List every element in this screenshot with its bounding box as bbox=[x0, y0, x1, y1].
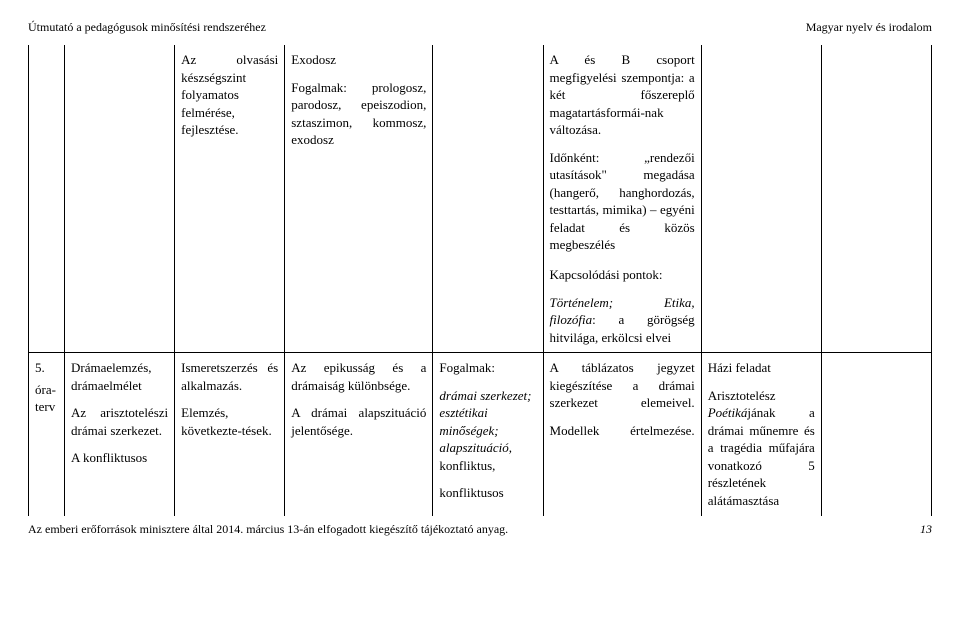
cell-r2-c1 bbox=[65, 260, 175, 353]
cell-r3-c0: 5. óra-terv bbox=[29, 353, 65, 516]
cell-r2-c7 bbox=[821, 260, 931, 353]
text: Modellek értelmezése. bbox=[550, 422, 695, 440]
text: Történelem; Etika, filozófia: a görögség… bbox=[550, 294, 695, 347]
cell-r3-c6: Házi feladat Arisztotelész Poétikájának … bbox=[701, 353, 821, 516]
text: Ismeretszerzés és alkalmazás. bbox=[181, 359, 278, 394]
cell-r1-c0 bbox=[29, 45, 65, 260]
text: A drámai alapszituáció jelentősége. bbox=[291, 404, 426, 439]
header-right: Magyar nyelv és irodalom bbox=[806, 20, 932, 35]
cell-r1-c2: Az olvasási készségszint folyamatos felm… bbox=[175, 45, 285, 260]
text: Időnként: „rendezői utasítások" megadása… bbox=[550, 149, 695, 254]
cell-r3-c4: Fogalmak: drámai szerkezet; esztétikai m… bbox=[433, 353, 543, 516]
cell-r2-c4 bbox=[433, 260, 543, 353]
text: Elemzés, következte-tések. bbox=[181, 404, 278, 439]
cell-r2-c2 bbox=[175, 260, 285, 353]
cell-r3-c3: Az epikusság és a drámaiság különbsége. … bbox=[285, 353, 433, 516]
table-row: Kapcsolódási pontok: Történelem; Etika, … bbox=[29, 260, 932, 353]
content-table: Az olvasási készségszint folyamatos felm… bbox=[28, 45, 932, 516]
text: Az epikusság és a drámaiság különbsége. bbox=[291, 359, 426, 394]
page-header: Útmutató a pedagógusok minősítési rendsz… bbox=[28, 20, 932, 35]
cell-r1-c6 bbox=[701, 45, 821, 260]
cell-r1-c3: Exodosz Fogalmak: prologosz, parodosz, e… bbox=[285, 45, 433, 260]
cell-r2-c6 bbox=[701, 260, 821, 353]
cell-r2-c0 bbox=[29, 260, 65, 353]
cell-r1-c7 bbox=[821, 45, 931, 260]
cell-r2-c3 bbox=[285, 260, 433, 353]
cell-r1-c5: A és B csoport megfigyelési szempontja: … bbox=[543, 45, 701, 260]
text: Drámaelemzés, drámaelmélet bbox=[71, 359, 168, 394]
table-row: 5. óra-terv Drámaelemzés, drámaelmélet A… bbox=[29, 353, 932, 516]
cell-r3-c2: Ismeretszerzés és alkalmazás. Elemzés, k… bbox=[175, 353, 285, 516]
text: Az arisztotelészi drámai szerkezet. bbox=[71, 404, 168, 439]
text: A konfliktusos bbox=[71, 449, 168, 467]
text: Fogalmak: prologosz, parodosz, epeiszodi… bbox=[291, 79, 426, 149]
text: Fogalmak: bbox=[439, 359, 536, 377]
text: Kapcsolódási pontok: bbox=[550, 266, 695, 284]
text: Házi feladat bbox=[708, 359, 815, 377]
cell-r2-c5: Kapcsolódási pontok: Történelem; Etika, … bbox=[543, 260, 701, 353]
text: Exodosz bbox=[291, 51, 426, 69]
text: 5. bbox=[35, 359, 58, 377]
cell-r3-c7 bbox=[821, 353, 931, 516]
text: A és B csoport megfigyelési szempontja: … bbox=[550, 51, 695, 139]
text: A táblázatos jegyzet kiegészítése a drám… bbox=[550, 359, 695, 412]
footer-left: Az emberi erőforrások minisztere által 2… bbox=[28, 522, 508, 537]
cell-r3-c5: A táblázatos jegyzet kiegészítése a drám… bbox=[543, 353, 701, 516]
cell-r1-c1 bbox=[65, 45, 175, 260]
footer-page-number: 13 bbox=[920, 522, 932, 537]
text: Az olvasási készségszint folyamatos felm… bbox=[181, 51, 278, 139]
text: óra-terv bbox=[35, 381, 58, 416]
table-row: Az olvasási készségszint folyamatos felm… bbox=[29, 45, 932, 260]
text: drámai szerkezet; esztétikai minőségek; … bbox=[439, 387, 536, 475]
header-left: Útmutató a pedagógusok minősítési rendsz… bbox=[28, 20, 266, 35]
cell-r3-c1: Drámaelemzés, drámaelmélet Az arisztotel… bbox=[65, 353, 175, 516]
cell-r1-c4 bbox=[433, 45, 543, 260]
text: Arisztotelész Poétikájának a drámai műne… bbox=[708, 387, 815, 510]
page-footer: Az emberi erőforrások minisztere által 2… bbox=[28, 522, 932, 537]
text: konfliktusos bbox=[439, 484, 536, 502]
